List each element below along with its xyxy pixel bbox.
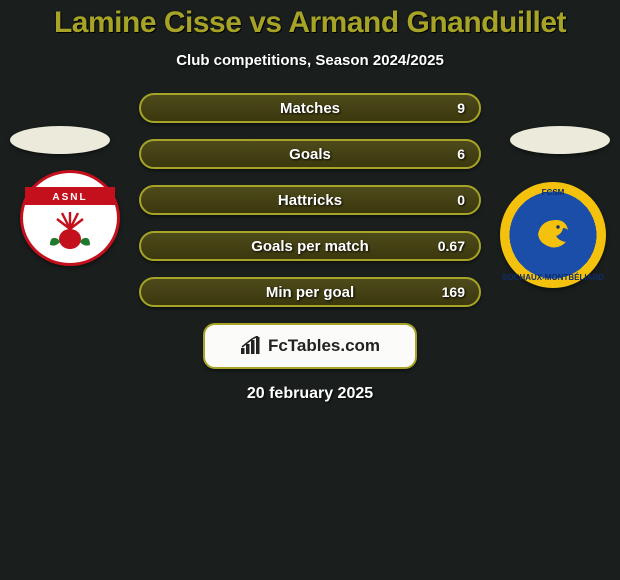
- comparison-card: Lamine Cisse vs Armand Gnanduillet Club …: [0, 0, 620, 580]
- thistle-icon: [47, 209, 93, 251]
- lion-icon: [528, 210, 578, 260]
- stat-label: Hattricks: [278, 192, 342, 209]
- player-ellipse-left: [10, 126, 110, 154]
- crest-asnl: ASNL: [20, 170, 120, 266]
- stat-row-hattricks: Hattricks 0: [139, 185, 481, 215]
- asnl-crest-content: ASNL: [31, 179, 109, 257]
- date-label: 20 february 2025: [0, 385, 620, 403]
- fcsm-crest-content: FCSM SOCHAUX-MONTBÉLIARD: [500, 182, 606, 288]
- stat-row-goals: Goals 6: [139, 139, 481, 169]
- player-ellipse-right: [510, 126, 610, 154]
- crest-fcsm: FCSM SOCHAUX-MONTBÉLIARD: [500, 182, 606, 288]
- stat-value: 6: [457, 141, 465, 167]
- fctables-badge[interactable]: FcTables.com: [203, 323, 417, 369]
- stats-list: Matches 9 Goals 6 Hattricks 0 Goals per …: [139, 93, 481, 307]
- badge-text: FcTables.com: [268, 336, 380, 356]
- stat-label: Goals per match: [251, 238, 369, 255]
- stat-label: Min per goal: [266, 284, 354, 301]
- barchart-icon: [240, 336, 262, 356]
- stat-value: 9: [457, 95, 465, 121]
- stat-value: 169: [442, 279, 465, 305]
- stat-value: 0.67: [438, 233, 465, 259]
- asnl-abbrev: ASNL: [25, 187, 115, 205]
- stat-label: Goals: [289, 146, 331, 163]
- fcsm-fullname: SOCHAUX-MONTBÉLIARD: [500, 273, 606, 282]
- stat-row-min-per-goal: Min per goal 169: [139, 277, 481, 307]
- stat-row-matches: Matches 9: [139, 93, 481, 123]
- fcsm-abbrev: FCSM: [500, 188, 606, 197]
- stat-label: Matches: [280, 100, 340, 117]
- subtitle: Club competitions, Season 2024/2025: [0, 52, 620, 69]
- page-title: Lamine Cisse vs Armand Gnanduillet: [0, 6, 620, 40]
- stat-row-goals-per-match: Goals per match 0.67: [139, 231, 481, 261]
- stat-value: 0: [457, 187, 465, 213]
